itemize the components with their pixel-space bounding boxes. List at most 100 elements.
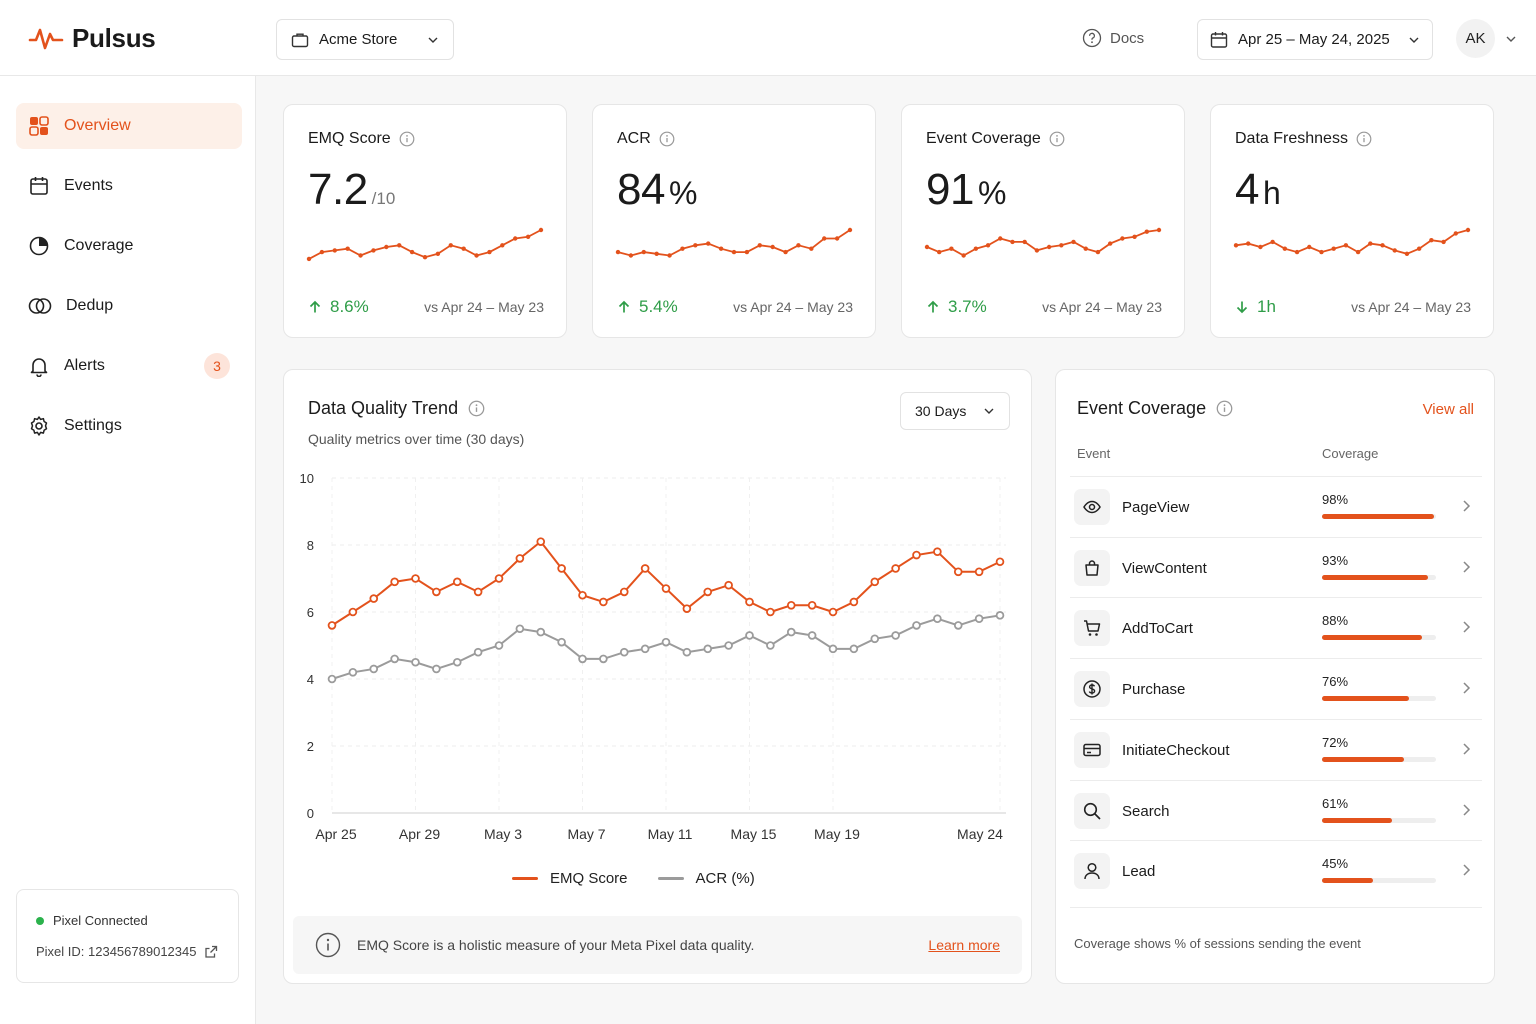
chevron-right-icon — [1463, 743, 1471, 755]
credit-card-icon — [1083, 743, 1101, 757]
search-icon — [1083, 802, 1101, 820]
sparkline-point — [731, 249, 737, 255]
docs-label: Docs — [1110, 29, 1145, 47]
data-point — [473, 647, 483, 657]
sparkline-point — [1059, 243, 1064, 248]
sparkline-point — [1380, 243, 1385, 248]
sidebar-item-alerts[interactable]: Alerts 3 — [16, 343, 242, 389]
coverage-bar-fill — [1322, 756, 1405, 762]
sparkline-point — [796, 243, 801, 248]
data-point — [849, 644, 859, 654]
sparkline-point — [641, 249, 646, 255]
data-point — [411, 574, 420, 583]
legend-item-acr[interactable]: ACR (%) — [657, 870, 755, 887]
date-range-picker[interactable]: Apr 25 – May 24, 2025 — [1197, 19, 1433, 60]
store-selector[interactable]: Acme Store — [276, 19, 454, 60]
coverage-row-initiatecheckout[interactable]: InitiateCheckout 72% — [1070, 718, 1482, 780]
chart-legend: EMQ Score ACR (%) — [512, 870, 755, 887]
info-icon[interactable] — [399, 131, 415, 147]
info-icon[interactable] — [1216, 400, 1233, 417]
chevron-down-icon — [984, 408, 994, 414]
sparkline-point — [1392, 248, 1397, 253]
view-all-link[interactable]: View all — [1422, 401, 1474, 418]
data-point — [494, 641, 504, 650]
external-link-icon[interactable] — [204, 945, 218, 959]
info-icon[interactable] — [468, 400, 485, 417]
sparkline — [1233, 227, 1471, 256]
coverage-percent: 45% — [1322, 856, 1349, 872]
coverage-percent: 88% — [1322, 613, 1349, 629]
data-point — [724, 641, 733, 650]
x-tick-label: Apr 25 — [315, 826, 356, 842]
shopping-bag-icon — [1085, 559, 1099, 576]
cart-icon — [1084, 620, 1101, 637]
data-point — [891, 631, 900, 640]
sparkline-point — [1107, 241, 1113, 246]
info-icon[interactable] — [659, 131, 675, 147]
data-point — [766, 607, 775, 617]
coverage-row-lead[interactable]: Lead 45% — [1070, 840, 1482, 901]
sparkline — [615, 227, 853, 258]
sidebar-item-dedup[interactable]: Dedup — [16, 283, 242, 329]
coverage-row-pageview[interactable]: PageView 98% — [1070, 476, 1482, 537]
data-point — [619, 587, 629, 597]
kpi-card-acr: ACR 84% 5.4% vs Apr 24 – May 23 — [592, 104, 876, 338]
data-point — [745, 597, 754, 607]
info-icon[interactable] — [1049, 131, 1065, 147]
data-point — [974, 567, 984, 577]
legend-label: EMQ Score — [550, 870, 628, 887]
arrow-up-icon — [927, 300, 939, 313]
arrow-down-icon — [1236, 301, 1248, 314]
x-tick-label: May 11 — [648, 826, 693, 842]
chevron-down-icon — [1409, 37, 1419, 43]
legend-label: ACR (%) — [695, 870, 755, 887]
sparkline-point — [1010, 239, 1015, 245]
data-point — [536, 627, 546, 637]
info-text: EMQ Score is a holistic measure of your … — [357, 937, 755, 953]
sidebar-item-overview[interactable]: Overview — [16, 103, 242, 149]
event-name: AddToCart — [1122, 620, 1193, 638]
user-menu[interactable]: AK — [1456, 19, 1517, 58]
kpi-card-event-coverage: Event Coverage 91% 3.7% vs Apr 24 – May … — [901, 104, 1185, 338]
coverage-bar — [1322, 817, 1436, 823]
date-range-label: Apr 25 – May 24, 2025 — [1238, 31, 1390, 48]
event-icon-tile — [1074, 489, 1110, 525]
sidebar-item-settings[interactable]: Settings — [16, 403, 242, 449]
docs-link[interactable]: Docs — [1082, 28, 1144, 48]
sparkline-point — [822, 236, 827, 241]
legend-item-emq[interactable]: EMQ Score — [512, 870, 628, 887]
sparkline-point — [744, 249, 750, 255]
coverage-row-purchase[interactable]: Purchase 76% — [1070, 658, 1482, 719]
data-point — [452, 657, 462, 667]
sparkline-point — [1071, 239, 1076, 245]
x-tick-label: Apr 29 — [399, 826, 440, 842]
sidebar-item-label: Overview — [64, 117, 131, 134]
overlap-circles-icon — [28, 298, 52, 314]
coverage-row-addtocart[interactable]: AddToCart 88% — [1070, 597, 1482, 658]
sidebar-item-coverage[interactable]: Coverage — [16, 223, 242, 269]
data-quality-trend-card: Data Quality Trend Quality metrics over … — [283, 369, 1032, 984]
data-point — [912, 621, 921, 630]
logo[interactable]: Pulsus — [28, 22, 156, 54]
sparkline-point — [1083, 246, 1088, 251]
learn-more-link[interactable]: Learn more — [928, 937, 1000, 953]
coverage-row-viewcontent[interactable]: ViewContent 93% — [1070, 536, 1482, 598]
sidebar-item-label: Events — [64, 177, 113, 194]
sparkline-point — [924, 244, 930, 250]
info-icon[interactable] — [1356, 131, 1372, 147]
chevron-right-icon — [1463, 682, 1471, 694]
pixel-status: Pixel Connected — [36, 913, 148, 928]
kpi-title: EMQ Score — [308, 130, 391, 147]
data-point — [369, 594, 379, 603]
coverage-row-search[interactable]: Search 61% — [1070, 779, 1482, 841]
time-range-select[interactable]: 30 Days — [900, 392, 1010, 430]
data-point — [578, 590, 587, 600]
data-point — [933, 547, 942, 556]
coverage-percent: 72% — [1322, 734, 1349, 750]
data-point — [327, 674, 337, 684]
sparkline-point — [706, 241, 711, 246]
data-point — [515, 554, 525, 563]
sparkline-point — [358, 253, 363, 258]
sidebar-item-events[interactable]: Events — [16, 163, 242, 209]
data-point — [599, 654, 608, 664]
